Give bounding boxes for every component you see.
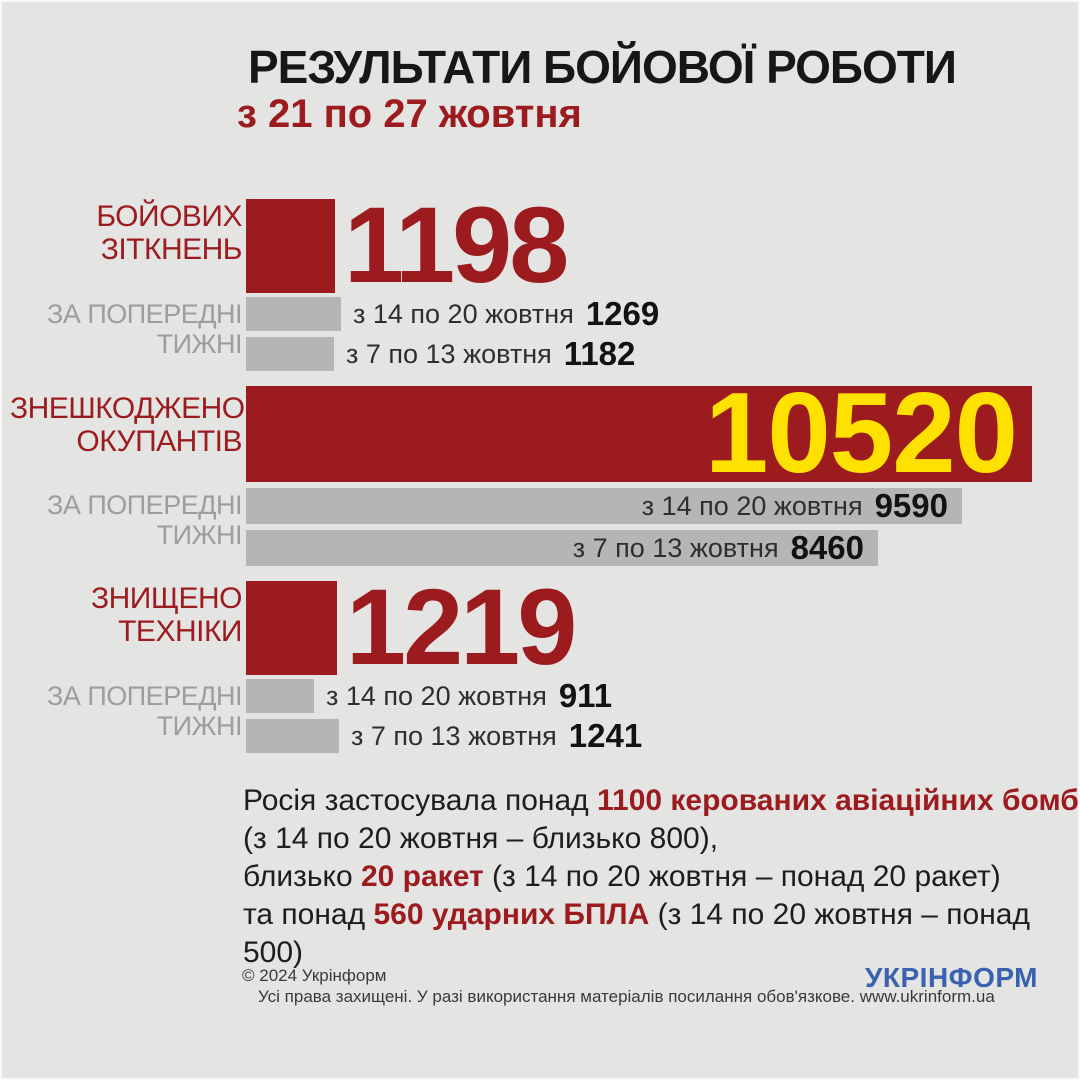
current-value: 10520 — [704, 370, 1018, 497]
note-segment: 20 ракет — [360, 860, 484, 893]
previous-weeks-block: ЗА ПОПЕРЕДНІ ТИЖНІ з 14 по 20 жовтня 911 з 7… — [10, 677, 1072, 754]
current-week-bar — [246, 199, 335, 293]
previous-bars: з 14 по 20 жовтня 911 з 7 по 13 жовтня 1241 — [246, 677, 1072, 754]
date-range-subtitle: з 21 по 27 жовтня — [237, 92, 582, 136]
current-week-bar: 10520 — [246, 370, 1032, 497]
previous-period-label: з 7 по 13 жовтня — [351, 720, 557, 751]
previous-weeks-caption: ЗА ПОПЕРЕДНІ ТИЖНІ — [47, 299, 242, 359]
previous-value: 8460 — [790, 529, 864, 566]
previous-bars: з 14 по 20 жовтня 1269 з 7 по 13 жовтня 118… — [246, 295, 1072, 372]
notes-paragraph: Росія застосувала понад 1100 керованих а… — [243, 782, 1080, 972]
current-week-row: ЗНИЩЕНО ТЕХНІКИ 1219 — [10, 566, 1072, 687]
previous-period-label: з 14 по 20 жовтня — [353, 298, 574, 329]
group-label: БОЙОВИХ ЗІТКНЕНЬ — [96, 200, 242, 266]
note-segment: (з 14 по 20 жовтня – понад 500) — [243, 898, 1030, 969]
previous-period-label: з 7 по 13 жовтня — [572, 532, 779, 563]
previous-week-row: з 7 по 13 жовтня 1241 — [246, 717, 1072, 754]
page-title: РЕЗУЛЬТАТИ БОЙОВОЇ РОБОТИ — [248, 41, 957, 93]
previous-value: 911 — [558, 677, 613, 714]
note-segment: та понад — [243, 898, 374, 931]
copyright-line: © 2024 Укрінформ — [242, 966, 387, 985]
previous-week-bar: з 14 по 20 жовтня 9590 — [246, 487, 962, 524]
note-segment: близько — [243, 860, 361, 893]
note-line: та понад 560 ударних БПЛА (з 14 по 20 жо… — [243, 896, 1080, 972]
note-segment: Росія застосувала понад — [243, 784, 597, 817]
current-week-bar — [246, 581, 337, 675]
current-value: 1219 — [346, 566, 577, 687]
previous-value: 9590 — [874, 487, 948, 524]
previous-week-bar — [246, 337, 334, 371]
note-line: (з 14 по 20 жовтня – близько 800), — [243, 820, 1080, 858]
note-segment: 560 ударних БПЛА — [373, 898, 650, 931]
previous-period-label: з 14 по 20 жовтня — [326, 680, 547, 711]
previous-weeks-caption: ЗА ПОПЕРЕДНІ ТИЖНІ — [47, 681, 242, 741]
group-label: ЗНИЩЕНО ТЕХНІКИ — [91, 582, 242, 648]
group-label: ЗНЕШКОДЖЕНО ОКУПАНТІВ — [10, 392, 245, 458]
bar-group: ЗНЕШКОДЖЕНО ОКУПАНТІВ 10520 ЗА ПОПЕРЕДНІ ТИЖ… — [10, 370, 1072, 566]
previous-week-row: з 14 по 20 жовтня 911 — [246, 677, 1072, 714]
previous-period-label: з 14 по 20 жовтня — [641, 490, 863, 521]
previous-bars: з 14 по 20 жовтня 9590 з 7 по 13 жовтня 846… — [246, 487, 1072, 566]
previous-weeks-caption: ЗА ПОПЕРЕДНІ ТИЖНІ — [47, 490, 242, 550]
previous-week-row: з 7 по 13 жовтня 1182 — [246, 335, 1072, 372]
bar-group: БОЙОВИХ ЗІТКНЕНЬ 1198 ЗА ПОПЕРЕДНІ ТИЖНІ з 14… — [10, 184, 1072, 373]
previous-week-bar — [246, 297, 341, 331]
previous-weeks-block: ЗА ПОПЕРЕДНІ ТИЖНІ з 14 по 20 жовтня 9590 з … — [10, 487, 1072, 566]
note-segment: (з 14 по 20 жовтня – близько 800), — [243, 822, 719, 855]
note-line: Росія застосувала понад 1100 керованих а… — [243, 782, 1080, 820]
previous-week-bar — [246, 719, 339, 753]
current-value: 1198 — [344, 184, 569, 305]
previous-week-row: з 14 по 20 жовтня 1269 — [246, 295, 1072, 332]
previous-week-bar — [246, 679, 314, 713]
bar-group: ЗНИЩЕНО ТЕХНІКИ 1219 ЗА ПОПЕРЕДНІ ТИЖНІ з 14 … — [10, 566, 1072, 755]
note-segment: 1100 керованих авіаційних бомб — [596, 784, 1079, 817]
current-week-row: БОЙОВИХ ЗІТКНЕНЬ 1198 — [10, 184, 1072, 305]
note-segment: (з 14 по 20 жовтня – понад 20 ракет) — [483, 860, 1001, 893]
previous-period-label: з 7 по 13 жовтня — [346, 338, 552, 369]
ukrinform-logo: УКРІНФОРМ — [865, 962, 1038, 993]
bar-chart: БОЙОВИХ ЗІТКНЕНЬ 1198 ЗА ПОПЕРЕДНІ ТИЖНІ з 14… — [10, 184, 1072, 768]
previous-value: 1241 — [568, 717, 643, 754]
previous-week-row: з 14 по 20 жовтня 9590 — [246, 487, 1072, 524]
previous-value: 1182 — [563, 335, 636, 372]
note-line: близько 20 ракет (з 14 по 20 жовтня – по… — [243, 858, 1080, 896]
previous-value: 1269 — [585, 295, 660, 332]
previous-weeks-block: ЗА ПОПЕРЕДНІ ТИЖНІ з 14 по 20 жовтня 1269 з … — [10, 295, 1072, 372]
previous-week-bar: з 7 по 13 жовтня 8460 — [246, 529, 878, 566]
previous-week-row: з 7 по 13 жовтня 8460 — [246, 529, 1072, 566]
current-week-row: ЗНЕШКОДЖЕНО ОКУПАНТІВ 10520 — [10, 370, 1072, 497]
rights-line: Усі права захищені. У разі використання … — [258, 987, 995, 1006]
